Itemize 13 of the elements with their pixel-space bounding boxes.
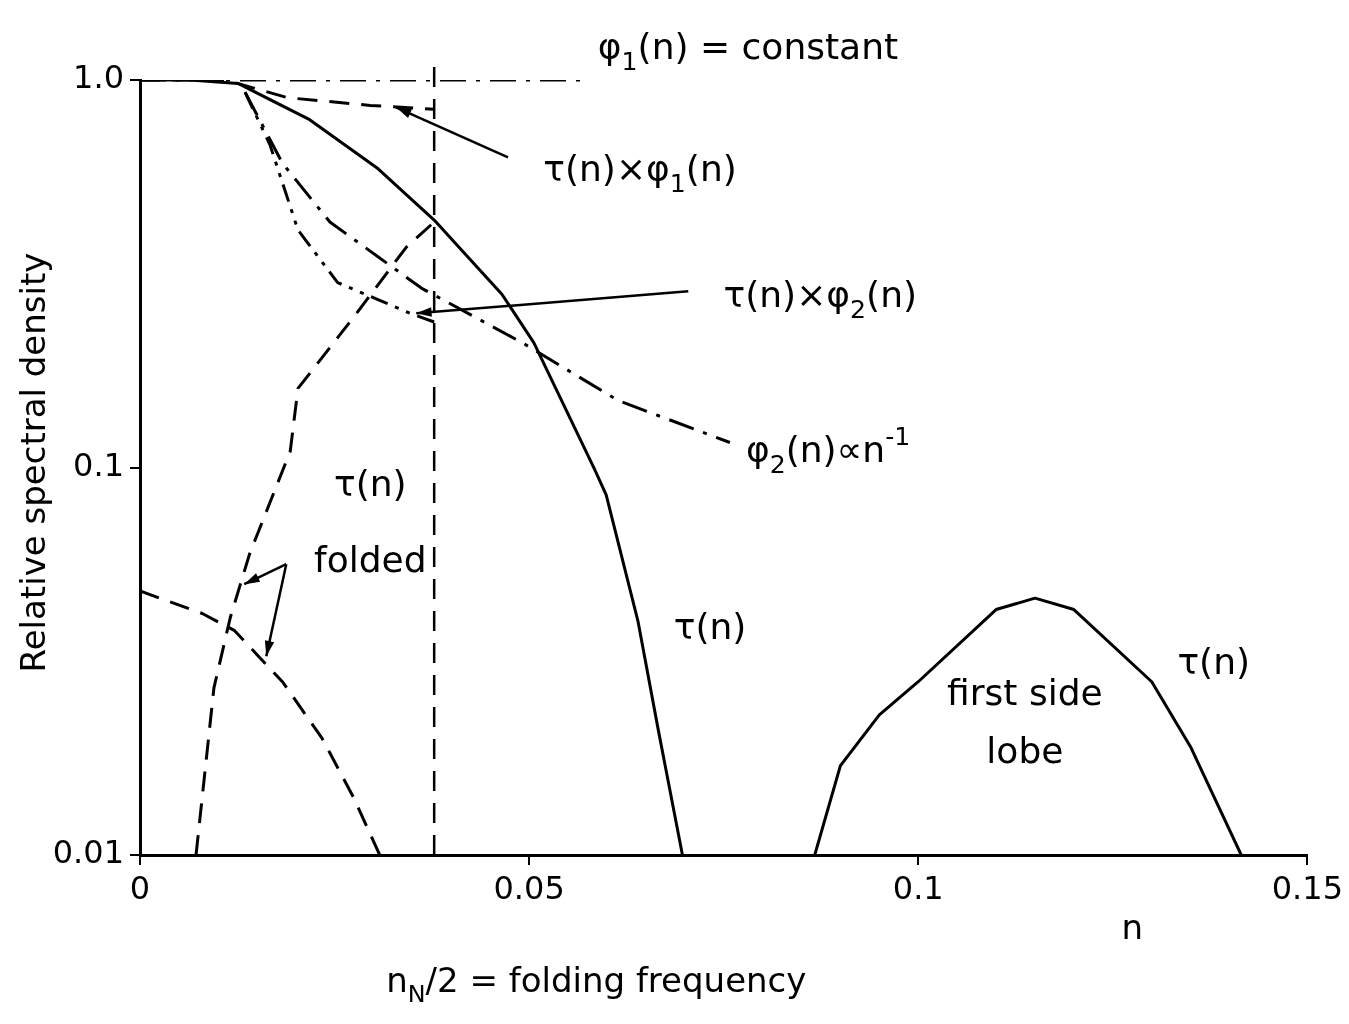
x-tick-label: 0.05	[493, 868, 565, 907]
annotation: first side lobe	[947, 672, 1103, 772]
y-axis-title: Relative spectral density	[12, 252, 53, 673]
annotation: τ(n)	[1177, 641, 1251, 683]
y-tick-label: 0.01	[52, 833, 124, 872]
x-tick-label: 0.1	[892, 868, 944, 907]
x-tick-label: 0	[129, 868, 151, 907]
y-tick-label: 0.1	[73, 445, 124, 484]
annotation: τ(n) folded	[314, 462, 427, 580]
y-tick-label: 1.0	[73, 58, 124, 97]
x-tick-label: 0.15	[1271, 868, 1343, 907]
annotation: τ(n)	[673, 606, 747, 648]
x-axis-title: n	[1121, 906, 1144, 947]
